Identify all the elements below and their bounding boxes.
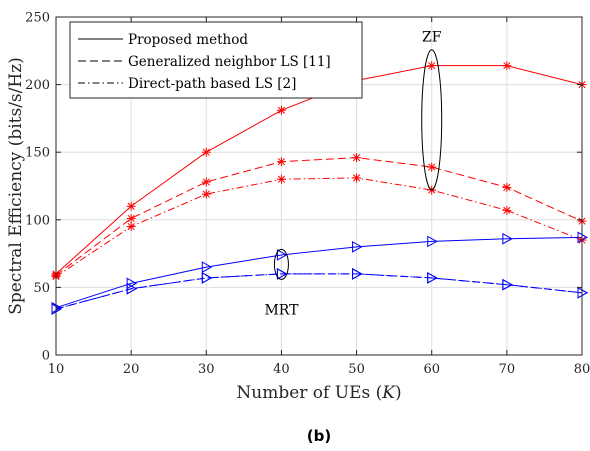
asterisk-stroke — [428, 62, 436, 70]
legend-entry-solid: Proposed method — [128, 32, 248, 48]
data-point-zf-solid — [427, 61, 437, 71]
data-point-zf-dashed — [502, 182, 512, 192]
x-tick-label: 70 — [499, 362, 516, 377]
asterisk-stroke — [127, 222, 135, 231]
zf-annotation-label: ZF — [422, 29, 442, 45]
series-line-mrt-dashdot — [55, 273, 583, 310]
series-line-zf-dashed — [55, 157, 583, 276]
legend-entry-dashdot: Direct-path based LS [2] — [128, 76, 296, 92]
data-point-mrt-dashdot — [276, 268, 288, 280]
legend: Proposed method Generalized neighbor LS [… — [69, 21, 363, 99]
data-point-mrt-solid — [276, 249, 288, 261]
asterisk-stroke — [503, 183, 511, 191]
asterisk-stroke — [277, 158, 286, 166]
triangle-marker-shape — [352, 268, 363, 280]
data-point-zf-solid — [201, 147, 211, 157]
figure-caption: (b) — [307, 427, 331, 445]
asterisk-stroke — [202, 190, 210, 198]
data-point-mrt-solid — [427, 235, 438, 248]
data-point-zf-solid — [276, 105, 286, 115]
data-point-zf-dashed — [201, 177, 211, 187]
x-axis-label: Number of UEs (K) — [236, 383, 401, 403]
x-axis-label-var: K — [381, 383, 396, 403]
series-line-zf-dashdot — [55, 177, 583, 278]
axis-ticks: 10 20 30 40 50 60 70 80 0 50 100 150 200 250 — [25, 11, 590, 378]
legend-box — [69, 21, 363, 99]
data-point-mrt-solid — [201, 261, 213, 273]
y-tick-label: 100 — [25, 213, 50, 228]
triangle-marker-shape — [276, 268, 288, 280]
triangle-marker-shape — [352, 240, 363, 253]
x-axis-label-close: ) — [395, 383, 402, 403]
asterisk-stroke — [277, 175, 286, 183]
y-tick-label: 250 — [25, 11, 50, 26]
asterisk-stroke — [352, 154, 361, 162]
asterisk-stroke — [352, 174, 361, 182]
triangle-marker-shape — [502, 278, 513, 291]
x-axis-label-text: Number of UEs ( — [236, 383, 382, 403]
data-point-zf-dashdot — [276, 174, 286, 184]
data-point-zf-dashdot — [352, 173, 362, 183]
y-tick-label: 50 — [33, 281, 50, 296]
data-point-zf-dashed — [427, 162, 437, 172]
mrt-group-ellipse — [273, 248, 289, 280]
asterisk-stroke — [202, 148, 210, 156]
asterisk-stroke — [127, 202, 135, 210]
y-tick-label: 200 — [25, 78, 50, 93]
data-point-mrt-solid — [352, 240, 363, 253]
data-point-mrt-dashdot — [126, 282, 138, 295]
x-tick-label: 80 — [574, 362, 590, 377]
asterisk-stroke — [202, 178, 210, 186]
asterisk-stroke — [277, 106, 286, 114]
x-tick-label: 50 — [348, 362, 365, 377]
legend-entry-dashed: Generalized neighbor LS [11] — [128, 54, 331, 70]
data-point-zf-dashdot — [201, 189, 211, 199]
triangle-marker-shape — [427, 235, 438, 248]
triangle-marker-shape — [502, 232, 513, 245]
asterisk-stroke — [503, 62, 511, 70]
data-point-mrt-dashdot — [352, 268, 363, 280]
data-point-zf-dashed — [276, 157, 286, 167]
x-tick-label: 30 — [198, 362, 215, 377]
triangle-marker-shape — [201, 272, 213, 284]
series-line-mrt-solid — [55, 236, 583, 309]
data-point-zf-solid — [502, 61, 512, 71]
data-point-mrt-dashdot — [502, 278, 513, 291]
plot-frame — [55, 16, 583, 356]
data-point-mrt-dashdot — [201, 272, 213, 284]
asterisk-stroke — [503, 206, 511, 214]
triangle-marker-shape — [276, 249, 288, 261]
y-axis-label: Spectral Efficiency (bits/s/Hz) — [6, 57, 26, 315]
x-tick-label: 40 — [273, 362, 290, 377]
x-tick-label: 60 — [423, 362, 440, 377]
data-point-zf-dashed — [126, 213, 136, 223]
asterisk-stroke — [428, 163, 436, 171]
asterisk-stroke — [127, 214, 135, 223]
x-tick-label: 10 — [48, 362, 65, 377]
data-point-zf-dashdot — [126, 222, 136, 232]
annotations: ZF MRT — [264, 29, 443, 318]
series-line-mrt-dashed — [55, 273, 583, 310]
triangle-marker-shape — [126, 282, 138, 295]
y-tick-label: 0 — [42, 349, 50, 364]
data-point-mrt-dashdot — [427, 272, 438, 284]
triangle-marker-shape — [427, 272, 438, 284]
data-point-mrt-solid — [502, 232, 513, 245]
y-tick-label: 150 — [25, 146, 50, 161]
triangle-marker-shape — [201, 261, 213, 273]
data-point-zf-dashed — [352, 153, 362, 163]
zf-group-ellipse — [421, 49, 443, 191]
mrt-annotation-label: MRT — [264, 302, 299, 318]
data-point-zf-dashdot — [502, 205, 512, 215]
x-tick-label: 20 — [123, 362, 140, 377]
data-point-zf-solid — [126, 201, 136, 211]
